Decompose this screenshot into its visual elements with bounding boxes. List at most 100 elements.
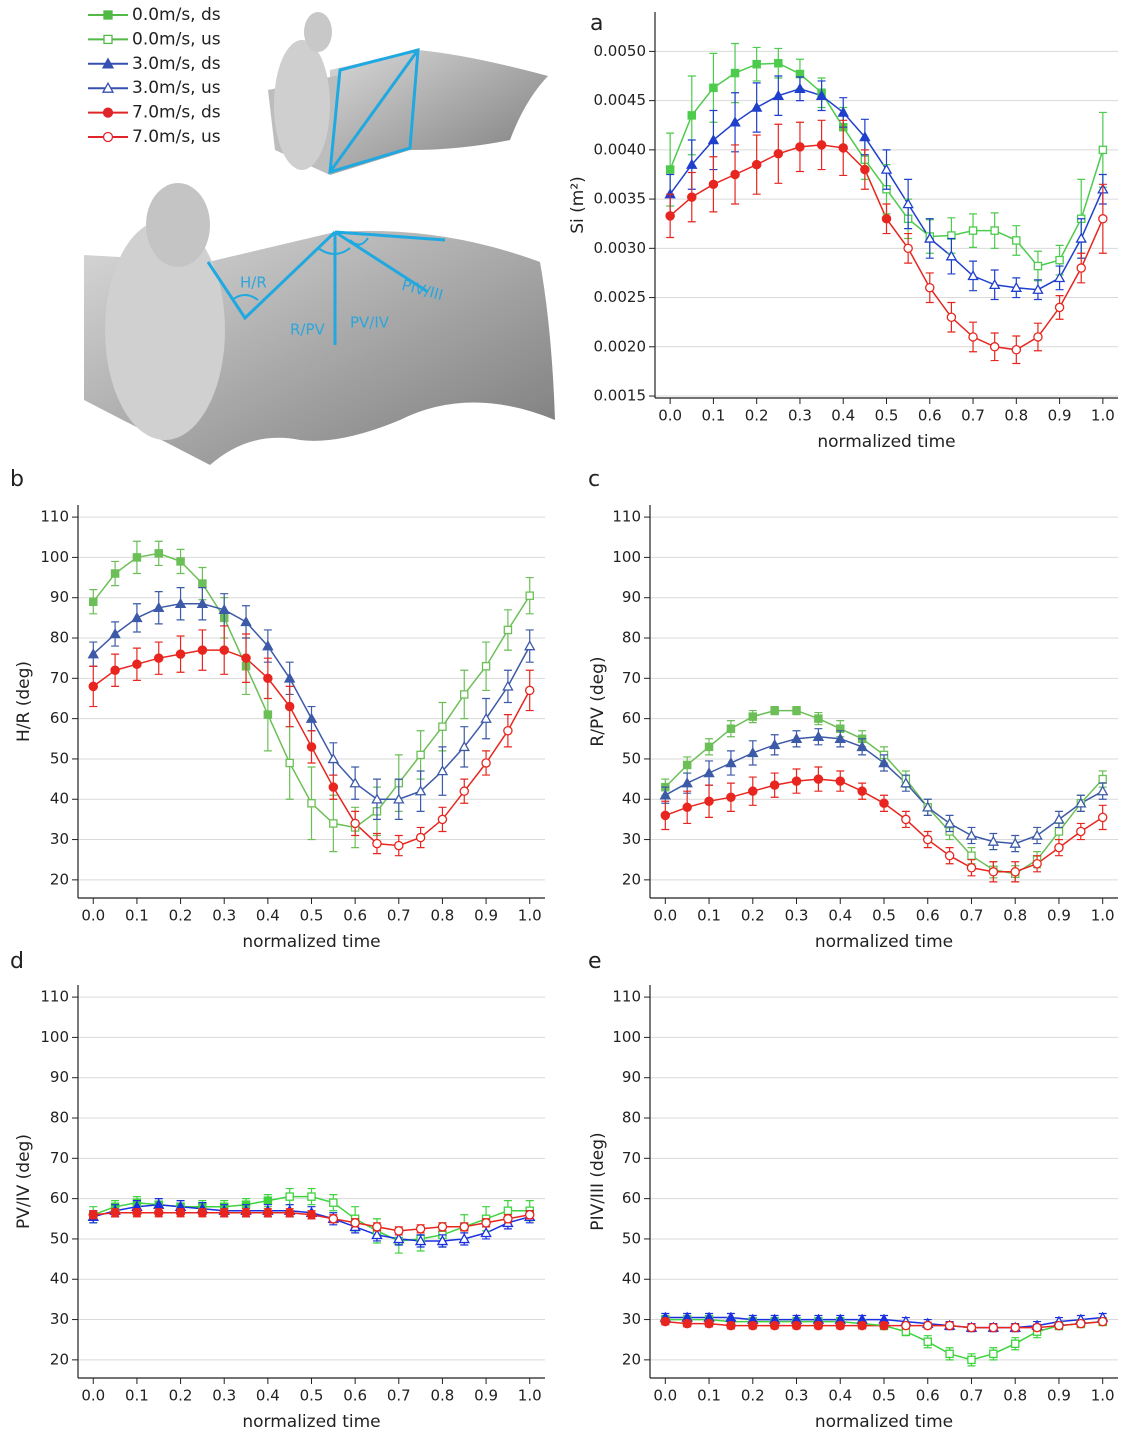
x-tick-label: 0.3 xyxy=(785,1387,809,1405)
y-tick-label: 60 xyxy=(622,1189,641,1207)
x-tick-label: 0.9 xyxy=(1047,907,1071,925)
marker xyxy=(682,760,692,770)
marker xyxy=(834,732,846,744)
series-line xyxy=(905,1320,1103,1329)
series-connector xyxy=(332,786,356,824)
marker xyxy=(1010,1322,1020,1333)
marker xyxy=(131,611,143,623)
x-tick-label: 0.0 xyxy=(81,1387,105,1405)
x-tick-label: 0.1 xyxy=(125,907,149,925)
marker xyxy=(1053,813,1065,824)
marker xyxy=(813,1320,824,1331)
x-tick-label: 0.4 xyxy=(256,907,280,925)
marker xyxy=(729,116,741,127)
marker xyxy=(175,1207,186,1218)
marker xyxy=(89,597,98,606)
marker xyxy=(372,1222,382,1232)
legend-marker xyxy=(103,34,113,45)
marker xyxy=(1098,145,1108,155)
x-tick-label: 0.2 xyxy=(169,907,193,925)
marker xyxy=(328,782,339,792)
x-tick-label: 0.5 xyxy=(875,407,899,425)
marker xyxy=(481,1218,491,1228)
legend-marker xyxy=(102,107,114,118)
y-tick-label: 0.0035 xyxy=(594,190,647,208)
marker xyxy=(524,685,535,696)
x-tick-label: 0.2 xyxy=(745,407,769,425)
marker xyxy=(285,758,294,768)
x-tick-label: 0.0 xyxy=(81,907,105,925)
series-line xyxy=(289,1195,530,1242)
marker xyxy=(524,1210,535,1220)
marker xyxy=(306,1210,317,1220)
marker xyxy=(88,1210,99,1220)
marker xyxy=(1053,271,1066,283)
panel-label: b xyxy=(10,467,24,492)
marker xyxy=(965,829,978,840)
y-tick-label: 110 xyxy=(40,508,69,526)
marker xyxy=(1076,826,1086,837)
y-tick-label: 70 xyxy=(622,1149,641,1167)
marker xyxy=(87,648,99,659)
marker xyxy=(1033,261,1043,271)
marker xyxy=(328,1214,339,1224)
marker xyxy=(660,1316,671,1327)
x-tick-label: 0.1 xyxy=(125,1387,149,1405)
y-tick-label: 50 xyxy=(622,1229,641,1247)
x-tick-label: 0.4 xyxy=(256,1387,280,1405)
marker xyxy=(416,750,425,760)
marker xyxy=(263,1207,273,1218)
marker xyxy=(790,732,803,744)
marker xyxy=(835,776,846,786)
series-connector xyxy=(310,718,334,760)
series-line xyxy=(883,754,1104,875)
marker xyxy=(350,1218,360,1228)
y-tick-label: 40 xyxy=(50,1270,69,1288)
marker xyxy=(415,832,426,843)
marker xyxy=(903,243,913,254)
x-tick-label: 0.0 xyxy=(653,1387,677,1405)
x-tick-label: 0.8 xyxy=(1004,407,1028,425)
marker xyxy=(968,332,978,342)
y-tick-label: 60 xyxy=(622,709,641,727)
x-axis-title: normalized time xyxy=(817,432,955,452)
marker xyxy=(747,746,759,758)
marker xyxy=(438,722,447,731)
marker xyxy=(812,730,825,742)
y-tick-label: 50 xyxy=(50,749,69,767)
y-tick-label: 30 xyxy=(50,1310,69,1328)
series-connector xyxy=(883,1318,906,1323)
marker xyxy=(1054,827,1064,836)
y-tick-label: 90 xyxy=(622,588,641,606)
x-tick-label: 0.8 xyxy=(431,907,455,925)
marker xyxy=(860,164,870,175)
marker xyxy=(262,640,274,651)
marker xyxy=(966,863,977,873)
marker xyxy=(154,549,163,558)
marker xyxy=(197,1207,208,1218)
y-tick-label: 70 xyxy=(50,1149,69,1167)
legend-marker xyxy=(101,57,115,69)
legend-marker xyxy=(102,131,114,143)
x-tick-label: 0.5 xyxy=(872,907,896,925)
marker xyxy=(946,312,957,323)
y-tick-label: 70 xyxy=(622,669,641,687)
marker xyxy=(1031,829,1043,840)
marker xyxy=(769,1320,780,1331)
series-line xyxy=(665,1318,863,1325)
marker xyxy=(856,740,868,752)
x-tick-label: 0.4 xyxy=(831,407,855,425)
marker xyxy=(1010,867,1020,877)
x-tick-label: 0.4 xyxy=(828,1387,852,1405)
marker xyxy=(372,838,382,849)
x-axis-title: normalized time xyxy=(815,932,953,952)
marker xyxy=(709,83,718,93)
y-tick-label: 60 xyxy=(50,709,69,727)
marker xyxy=(1096,785,1109,796)
marker xyxy=(901,1320,911,1331)
marker xyxy=(770,706,779,715)
marker xyxy=(1075,797,1087,808)
marker xyxy=(329,819,338,828)
marker xyxy=(414,1235,427,1246)
x-tick-label: 0.5 xyxy=(872,1387,896,1405)
